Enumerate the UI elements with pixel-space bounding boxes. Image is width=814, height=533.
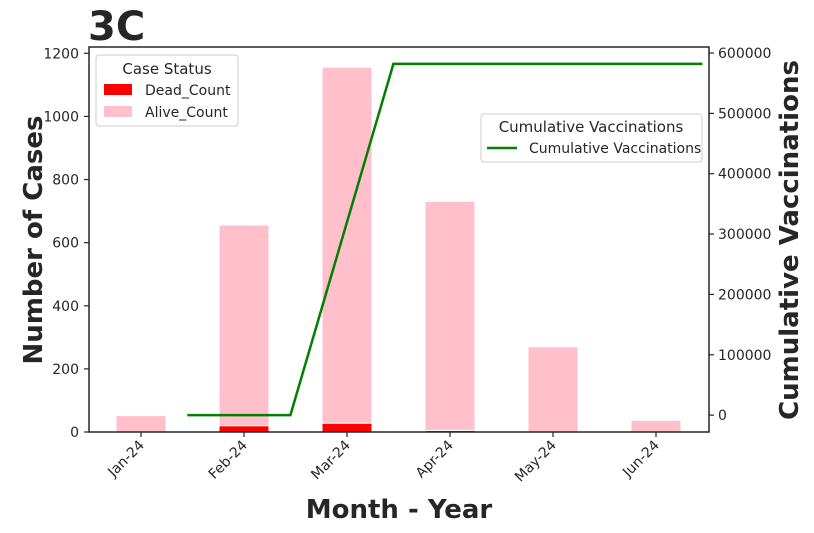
- x-tick-label: Jun-24: [619, 437, 663, 481]
- legend-label-alive: Alive_Count: [145, 105, 228, 121]
- y-tick-label: 400: [52, 299, 79, 315]
- y-axis-label: Number of Cases: [19, 116, 49, 365]
- right-axis-ticks: 0 100000 200000 300000 400000 500000 600000: [709, 46, 771, 424]
- y2-axis-label: Cumulative Vaccinations: [775, 60, 805, 420]
- bar-dead-Mar-24: [321, 422, 373, 433]
- bar-alive-May-24: [527, 346, 579, 433]
- y-tick-label: 1000: [43, 109, 79, 125]
- x-tick-label: Apr-24: [413, 437, 457, 481]
- bar-alive-Jan-24: [115, 415, 167, 433]
- bar-alive-Apr-24: [424, 200, 476, 431]
- legend-case-status: Case Status Dead_Count Alive_Count: [95, 54, 239, 127]
- line-cumulative-vaccinations: [187, 62, 703, 417]
- x-axis-label: Month - Year: [306, 495, 493, 525]
- legend-box: [480, 113, 703, 163]
- y-tick-label: 0: [70, 425, 79, 441]
- chart-title: 3C: [88, 4, 145, 50]
- legend-swatch-alive: [104, 106, 132, 117]
- y2-tick-label: 400000: [718, 167, 771, 183]
- y-tick-label: 600: [52, 236, 79, 252]
- x-tick-label: May-24: [512, 437, 560, 485]
- x-tick-label: Feb-24: [206, 437, 251, 482]
- legend-title: Cumulative Vaccinations: [499, 118, 684, 136]
- legend-label-dead: Dead_Count: [145, 83, 231, 99]
- x-tick-label: Mar-24: [308, 437, 354, 483]
- bar-alive-Jun-24: [630, 419, 682, 433]
- legend-swatch-dead: [104, 84, 132, 95]
- y-tick-label: 200: [52, 362, 79, 378]
- y-tick-label: 1200: [43, 46, 79, 62]
- y2-tick-label: 500000: [718, 106, 771, 122]
- y2-tick-label: 0: [718, 408, 727, 424]
- left-axis-ticks: 0 200 400 600 800 1000 1200: [43, 46, 89, 441]
- y-tick-label: 800: [52, 173, 79, 189]
- x-tick-label: Jan-24: [104, 437, 148, 481]
- line-layer: [187, 62, 703, 417]
- x-axis-ticks: Jan-24 Feb-24 Mar-24 Apr-24 May-24 Jun-24: [104, 432, 663, 485]
- plot-frame: [88, 46, 710, 433]
- bars-layer: [115, 66, 682, 433]
- y2-tick-label: 100000: [718, 348, 771, 364]
- legend-cumulative-vaccinations: Cumulative Vaccinations Cumulative Vacci…: [480, 113, 703, 163]
- bar-alive-Feb-24: [218, 224, 270, 427]
- bar-alive-Mar-24: [321, 66, 373, 424]
- y2-tick-label: 300000: [718, 227, 771, 243]
- bar-dead-Feb-24: [218, 425, 270, 433]
- legend-title: Case Status: [122, 60, 211, 78]
- legend-label-line: Cumulative Vaccinations: [529, 141, 701, 157]
- y2-tick-label: 600000: [718, 46, 771, 62]
- y2-tick-label: 200000: [718, 287, 771, 303]
